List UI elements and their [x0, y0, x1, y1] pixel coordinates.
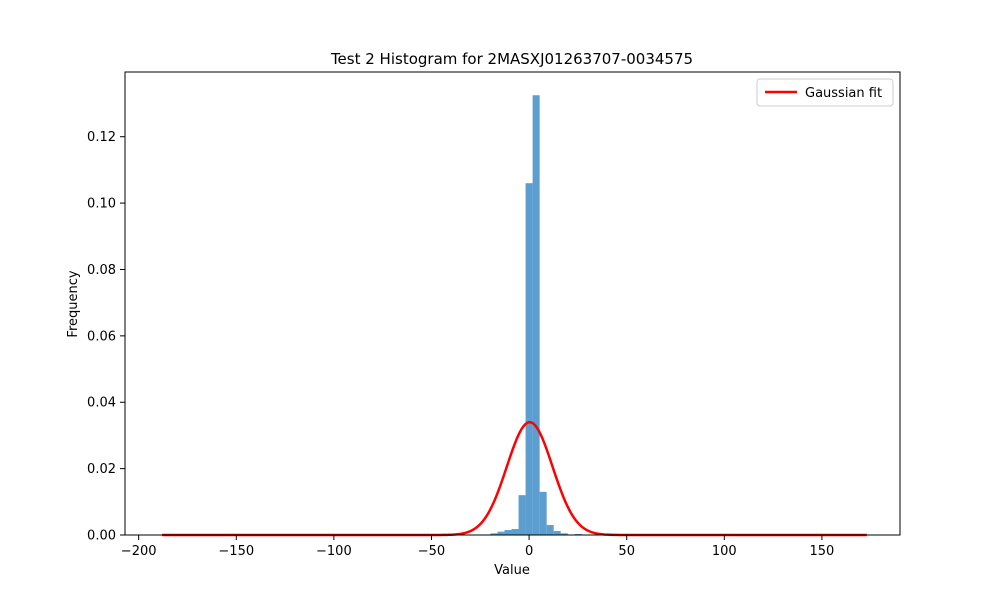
- y-tick-label: 0.12: [87, 130, 116, 145]
- histogram-bar-9: [553, 531, 561, 535]
- x-axis-ticks: −200 −150 −100 −50 0 50 100 150: [121, 535, 835, 559]
- x-tick-label: −150: [218, 544, 254, 559]
- y-tick-label: 0.08: [87, 263, 116, 278]
- histogram-bar-7: [539, 491, 547, 535]
- y-tick-label: 0.02: [87, 462, 116, 477]
- legend-box: [756, 78, 894, 107]
- x-tick-label: 100: [712, 544, 737, 559]
- y-tick-label: 0.06: [87, 329, 116, 344]
- histogram-bar-1: [497, 531, 505, 535]
- x-tick-label: 50: [618, 544, 635, 559]
- chart-title: Test 2 Histogram for 2MASXJ01263707-0034…: [330, 50, 693, 68]
- histogram-bar-5: [525, 183, 533, 535]
- histogram-bar-3: [511, 529, 519, 535]
- y-tick-label: 0.10: [87, 197, 116, 212]
- histogram-bar-2: [504, 530, 512, 535]
- x-tick-label: −200: [121, 544, 157, 559]
- histogram-bar-6: [532, 95, 540, 535]
- x-tick-label: −100: [316, 544, 352, 559]
- y-tick-label: 0.00: [87, 529, 116, 544]
- legend: Gaussian fit: [756, 78, 894, 107]
- gaussian-fit-line: [162, 420, 867, 537]
- histogram-bar-8: [546, 525, 554, 535]
- histogram-bars: [490, 95, 582, 535]
- histogram-bar-0: [490, 533, 498, 535]
- plot-frame: [124, 71, 901, 536]
- histogram-bar-10: [560, 533, 568, 535]
- y-tick-label: 0.04: [87, 396, 116, 411]
- x-tick-label: 0: [525, 544, 533, 559]
- y-axis-ticks: 0.00 0.02 0.04 0.06 0.08 0.10 0.12: [87, 130, 125, 544]
- x-axis-label: Value: [494, 563, 530, 578]
- x-tick-label: 150: [810, 544, 835, 559]
- x-tick-label: −50: [418, 544, 445, 559]
- legend-label-gaussian-fit: Gaussian fit: [805, 86, 882, 101]
- histogram-bar-4: [518, 495, 526, 535]
- y-axis-label: Frequency: [66, 270, 81, 337]
